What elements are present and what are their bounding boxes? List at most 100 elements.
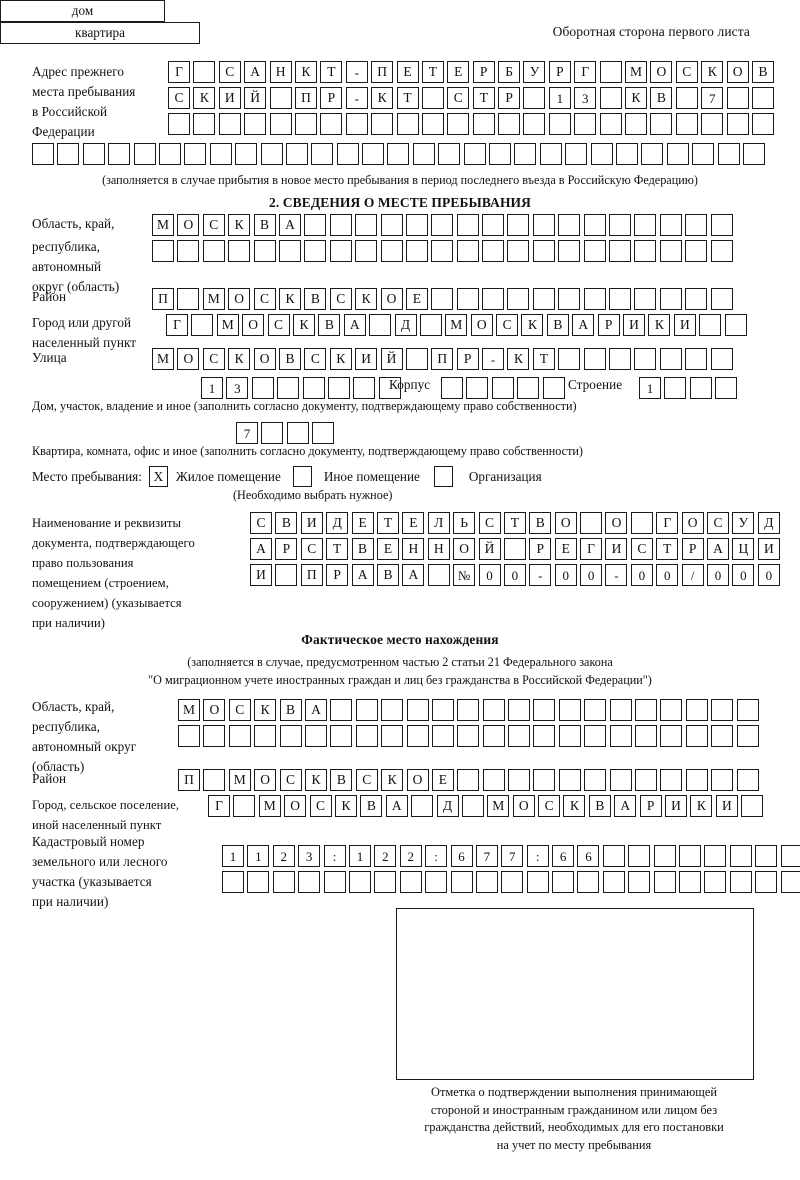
char-cell[interactable]: В bbox=[529, 512, 552, 534]
char-cell[interactable]: Т bbox=[376, 512, 399, 534]
char-cell[interactable] bbox=[710, 214, 733, 236]
char-cell[interactable]: 3 bbox=[574, 87, 597, 109]
char-cell[interactable] bbox=[583, 348, 606, 370]
char-cell[interactable] bbox=[279, 725, 302, 747]
char-cell[interactable]: А bbox=[244, 61, 267, 83]
char-cell[interactable] bbox=[565, 143, 588, 165]
char-cell[interactable]: С bbox=[253, 288, 276, 310]
char-cell[interactable] bbox=[269, 113, 292, 135]
char-cell[interactable] bbox=[685, 240, 708, 262]
char-cell[interactable] bbox=[228, 240, 251, 262]
char-cell[interactable]: Г bbox=[166, 314, 188, 336]
char-cell[interactable]: М bbox=[258, 795, 281, 817]
char-cell[interactable]: А bbox=[351, 564, 374, 586]
char-cell[interactable]: В bbox=[278, 348, 301, 370]
char-cell[interactable] bbox=[425, 871, 448, 893]
char-cell[interactable]: Н bbox=[427, 538, 450, 560]
char-cell[interactable]: С bbox=[304, 348, 327, 370]
char-cell[interactable]: С bbox=[675, 61, 698, 83]
char-cell[interactable]: С bbox=[447, 87, 470, 109]
char-cell[interactable] bbox=[558, 288, 581, 310]
char-cell[interactable] bbox=[329, 240, 352, 262]
char-cell[interactable] bbox=[532, 240, 555, 262]
char-cell[interactable] bbox=[704, 845, 727, 867]
char-cell[interactable]: Б bbox=[498, 61, 521, 83]
char-cell[interactable] bbox=[330, 699, 353, 721]
char-cell[interactable] bbox=[780, 871, 800, 893]
actual-region-row-2[interactable] bbox=[178, 725, 759, 747]
char-cell[interactable]: - bbox=[345, 87, 368, 109]
char-cell[interactable] bbox=[583, 214, 606, 236]
char-cell[interactable]: А bbox=[707, 538, 730, 560]
char-cell[interactable] bbox=[685, 214, 708, 236]
char-cell[interactable]: 7 bbox=[475, 845, 498, 867]
char-cell[interactable]: О bbox=[177, 214, 200, 236]
char-cell[interactable]: Д bbox=[326, 512, 349, 534]
char-cell[interactable] bbox=[726, 113, 749, 135]
char-cell[interactable]: А bbox=[385, 795, 408, 817]
char-cell[interactable] bbox=[577, 871, 600, 893]
char-cell[interactable]: М bbox=[625, 61, 648, 83]
char-cell[interactable]: Р bbox=[326, 564, 349, 586]
char-cell[interactable]: В bbox=[318, 314, 341, 336]
char-cell[interactable]: Ц bbox=[732, 538, 755, 560]
char-cell[interactable]: А bbox=[402, 564, 425, 586]
char-cell[interactable]: Г bbox=[168, 61, 190, 83]
char-cell[interactable] bbox=[421, 113, 444, 135]
char-cell[interactable]: С bbox=[228, 699, 251, 721]
char-cell[interactable]: 1 bbox=[222, 845, 244, 867]
char-cell[interactable] bbox=[685, 769, 708, 791]
char-cell[interactable] bbox=[203, 769, 226, 791]
char-cell[interactable] bbox=[253, 240, 276, 262]
char-cell[interactable] bbox=[177, 288, 200, 310]
char-cell[interactable]: Л bbox=[427, 512, 450, 534]
char-cell[interactable]: К bbox=[701, 61, 724, 83]
char-cell[interactable] bbox=[203, 725, 226, 747]
char-cell[interactable] bbox=[583, 240, 606, 262]
char-cell[interactable]: Р bbox=[597, 314, 620, 336]
char-cell[interactable]: 0 bbox=[554, 564, 577, 586]
char-cell[interactable] bbox=[602, 871, 625, 893]
char-cell[interactable]: Е bbox=[396, 61, 419, 83]
char-cell[interactable] bbox=[133, 143, 156, 165]
char-cell[interactable] bbox=[405, 214, 428, 236]
char-cell[interactable]: А bbox=[343, 314, 366, 336]
char-cell[interactable] bbox=[431, 214, 454, 236]
char-cell[interactable]: П bbox=[152, 288, 174, 310]
char-cell[interactable]: Р bbox=[275, 538, 298, 560]
char-cell[interactable] bbox=[736, 699, 759, 721]
char-cell[interactable]: Р bbox=[498, 87, 521, 109]
char-cell[interactable] bbox=[574, 113, 597, 135]
char-cell[interactable]: К bbox=[294, 61, 317, 83]
char-cell[interactable]: И bbox=[355, 348, 378, 370]
char-cell[interactable] bbox=[472, 113, 495, 135]
char-cell[interactable]: В bbox=[253, 214, 276, 236]
char-cell[interactable] bbox=[724, 314, 747, 336]
char-cell[interactable]: С bbox=[538, 795, 561, 817]
char-cell[interactable] bbox=[355, 725, 378, 747]
char-cell[interactable]: А bbox=[250, 538, 272, 560]
char-cell[interactable] bbox=[441, 377, 463, 399]
char-cell[interactable] bbox=[609, 214, 632, 236]
char-cell[interactable] bbox=[261, 422, 284, 444]
char-cell[interactable] bbox=[659, 214, 682, 236]
char-cell[interactable]: И bbox=[757, 538, 780, 560]
char-cell[interactable] bbox=[726, 87, 749, 109]
char-cell[interactable] bbox=[32, 143, 54, 165]
char-cell[interactable]: В bbox=[588, 795, 611, 817]
char-cell[interactable] bbox=[405, 240, 428, 262]
char-cell[interactable] bbox=[254, 725, 277, 747]
char-cell[interactable] bbox=[412, 143, 435, 165]
char-cell[interactable] bbox=[431, 725, 454, 747]
char-cell[interactable]: Р bbox=[472, 61, 495, 83]
char-cell[interactable] bbox=[503, 538, 526, 560]
char-cell[interactable] bbox=[108, 143, 131, 165]
char-cell[interactable] bbox=[482, 240, 505, 262]
char-cell[interactable]: 7 bbox=[701, 87, 724, 109]
char-cell[interactable]: С bbox=[329, 288, 352, 310]
char-cell[interactable]: 0 bbox=[630, 564, 653, 586]
char-cell[interactable] bbox=[193, 61, 216, 83]
